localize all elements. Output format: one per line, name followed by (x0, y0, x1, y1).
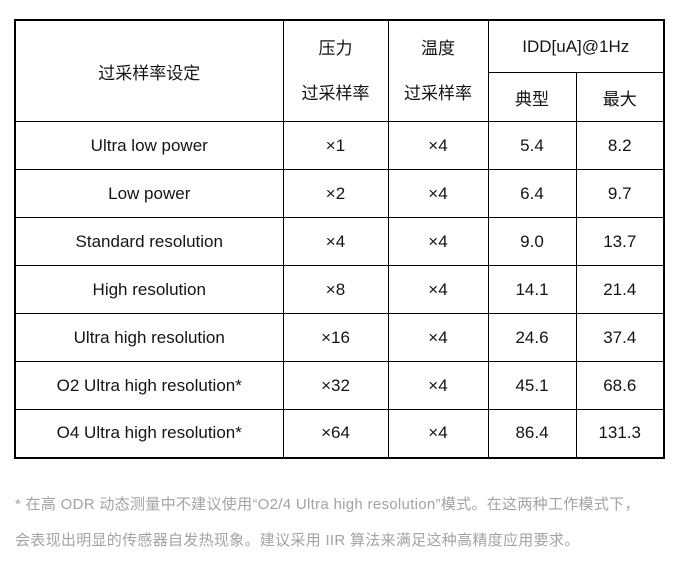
cell-temperature-osr: ×4 (387, 217, 489, 266)
cell-idd-max: 9.7 (575, 169, 665, 218)
cell-pressure-osr: ×16 (282, 313, 389, 362)
cell-pressure-osr: ×64 (282, 409, 389, 458)
table-row: Ultra high resolution ×16 ×4 24.6 37.4 (14, 313, 665, 362)
cell-idd-typical: 9.0 (487, 217, 577, 266)
cell-pressure-osr: ×8 (282, 265, 389, 314)
cell-idd-typical: 24.6 (487, 313, 577, 362)
oversampling-settings-table: 过采样率设定 压力 过采样率 温度 过采样率 IDD[uA]@1Hz 典型 最大… (14, 19, 665, 459)
cell-temperature-osr: ×4 (387, 361, 489, 410)
header-temperature-oversampling: 温度 过采样率 (387, 19, 489, 122)
footnote: * 在高 ODR 动态测量中不建议使用“O2/4 Ultra high reso… (15, 487, 673, 559)
cell-idd-max: 131.3 (575, 409, 665, 458)
cell-idd-max: 37.4 (575, 313, 665, 362)
header-max: 最大 (575, 72, 665, 122)
header-temperature-line1: 温度 (421, 39, 455, 58)
cell-idd-typical: 86.4 (487, 409, 577, 458)
cell-pressure-osr: ×4 (282, 217, 389, 266)
table-row: Ultra low power ×1 ×4 5.4 8.2 (14, 121, 665, 170)
header-pressure-line2: 过采样率 (301, 84, 370, 103)
header-pressure-oversampling: 压力 过采样率 (282, 19, 389, 122)
cell-temperature-osr: ×4 (387, 313, 489, 362)
cell-idd-typical: 14.1 (487, 265, 577, 314)
table-row: O4 Ultra high resolution* ×64 ×4 86.4 13… (14, 409, 665, 458)
header-oversampling-setting: 过采样率设定 (14, 19, 284, 122)
cell-pressure-osr: ×2 (282, 169, 389, 218)
cell-temperature-osr: ×4 (387, 265, 489, 314)
cell-temperature-osr: ×4 (387, 121, 489, 170)
header-pressure-line1: 压力 (318, 39, 353, 58)
header-temperature-line2: 过采样率 (404, 84, 472, 103)
cell-setting: Ultra low power (14, 121, 284, 170)
table-row: Low power ×2 ×4 6.4 9.7 (14, 169, 665, 218)
header-idd-current: IDD[uA]@1Hz (487, 19, 665, 74)
cell-setting: O2 Ultra high resolution* (14, 361, 284, 410)
cell-setting: Low power (14, 169, 284, 218)
cell-idd-max: 68.6 (575, 361, 665, 410)
cell-setting: Ultra high resolution (14, 313, 284, 362)
cell-pressure-osr: ×32 (282, 361, 389, 410)
cell-idd-typical: 6.4 (487, 169, 577, 218)
table-row: Standard resolution ×4 ×4 9.0 13.7 (14, 217, 665, 266)
table-row: O2 Ultra high resolution* ×32 ×4 45.1 68… (14, 361, 665, 410)
cell-idd-max: 13.7 (575, 217, 665, 266)
table-header-row-1: 过采样率设定 压力 过采样率 温度 过采样率 IDD[uA]@1Hz (14, 19, 665, 122)
header-typical: 典型 (487, 72, 577, 122)
footnote-line-2: 会表现出明显的传感器自发热现象。建议采用 IIR 算法来满足这种高精度应用要求。 (15, 532, 580, 549)
footnote-line-1: * 在高 ODR 动态测量中不建议使用“O2/4 Ultra high reso… (15, 496, 640, 513)
table-row: High resolution ×8 ×4 14.1 21.4 (14, 265, 665, 314)
cell-temperature-osr: ×4 (387, 169, 489, 218)
cell-setting: Standard resolution (14, 217, 284, 266)
cell-idd-typical: 5.4 (487, 121, 577, 170)
cell-setting: O4 Ultra high resolution* (14, 409, 284, 458)
cell-pressure-osr: ×1 (282, 121, 389, 170)
cell-temperature-osr: ×4 (387, 409, 489, 458)
cell-idd-max: 8.2 (575, 121, 665, 170)
cell-setting: High resolution (14, 265, 284, 314)
cell-idd-typical: 45.1 (487, 361, 577, 410)
table-header-row-2: 典型 最大 (15, 72, 665, 122)
cell-idd-max: 21.4 (575, 265, 665, 314)
